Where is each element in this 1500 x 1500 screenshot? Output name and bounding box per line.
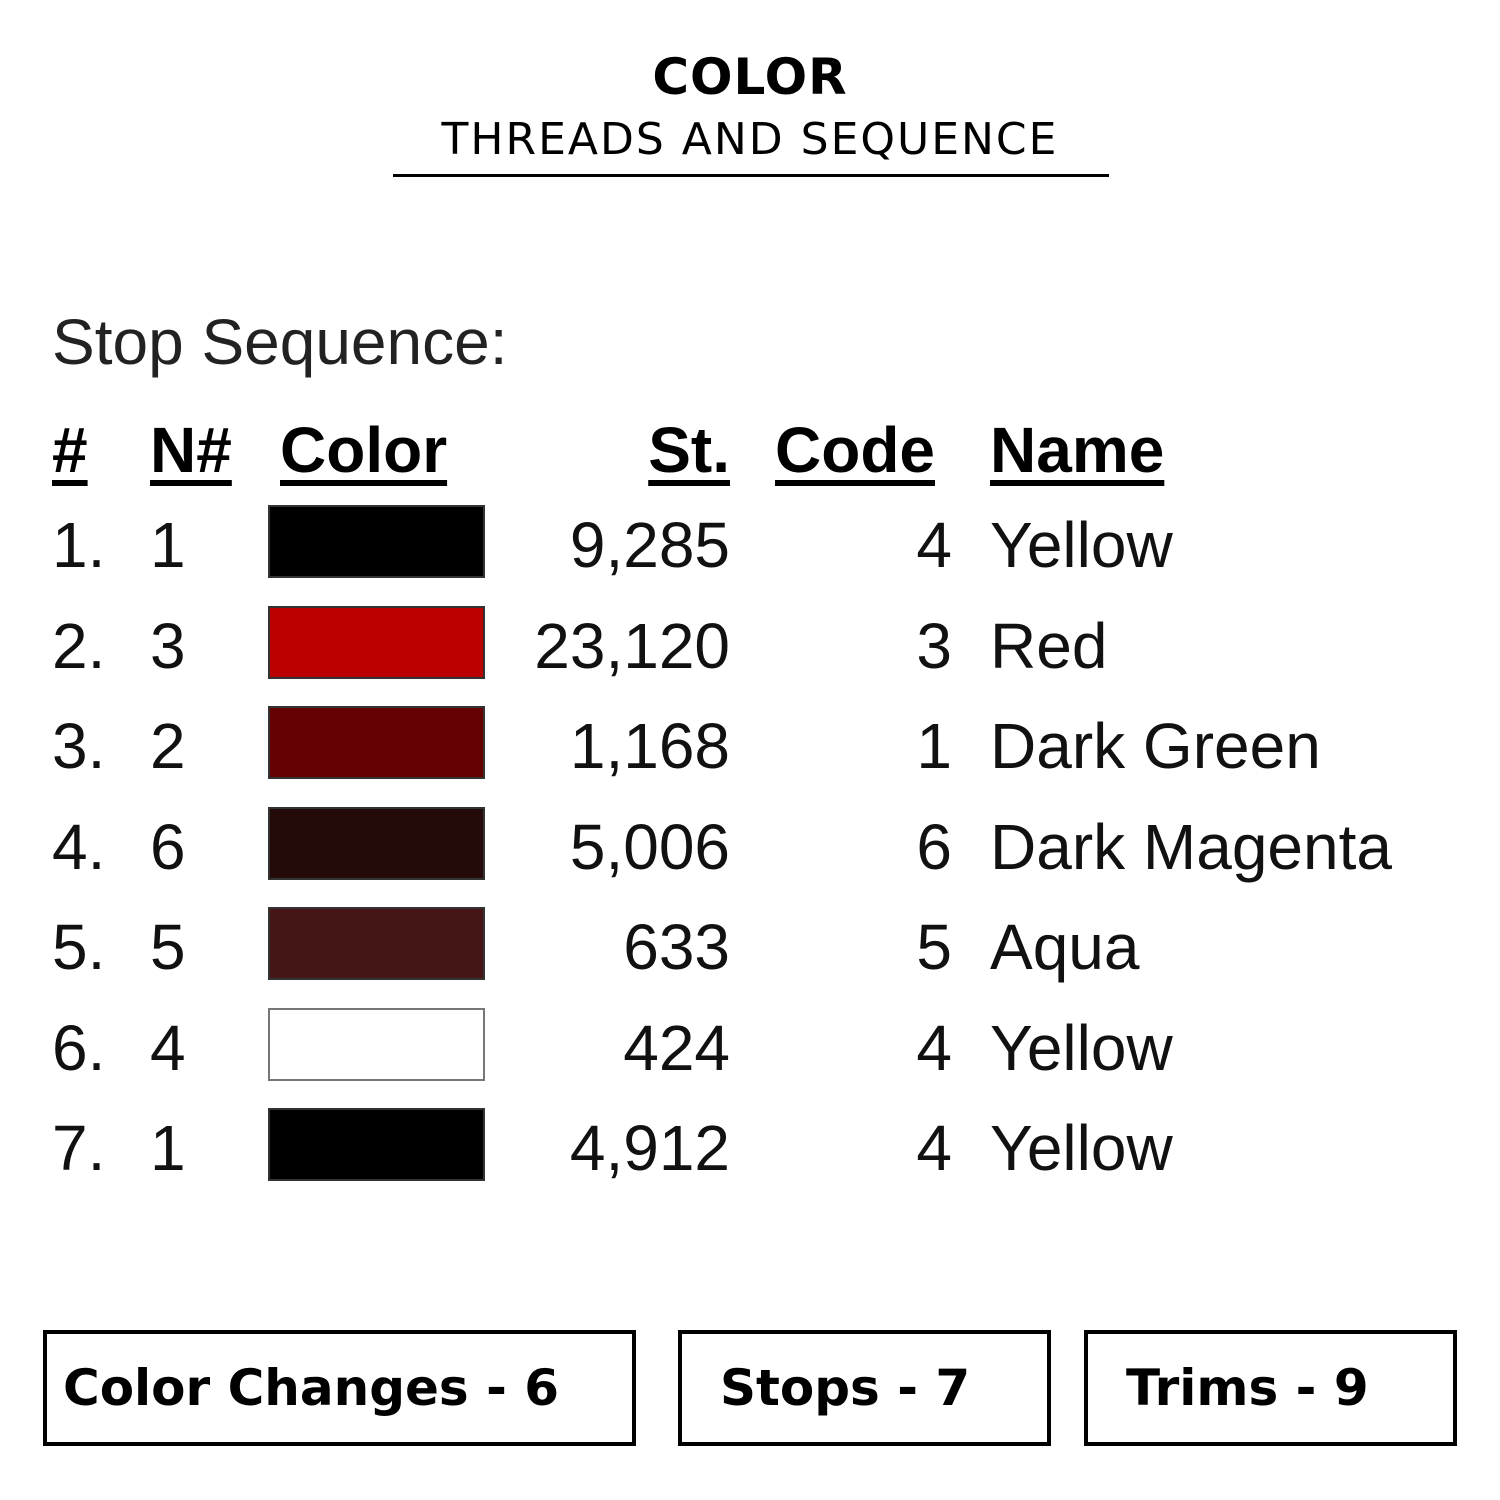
- color-code: 5: [916, 911, 952, 983]
- color-code: 4: [916, 509, 952, 581]
- stops-label: Stops - 7: [720, 1359, 971, 1417]
- table-row: 4. 6 5,006 6 Dark Magenta: [0, 797, 1500, 897]
- color-name: Yellow: [990, 1112, 1173, 1184]
- needle-number: 2: [150, 710, 186, 782]
- stops-box: Stops - 7: [678, 1330, 1051, 1446]
- column-header-stitches: St.: [648, 414, 730, 486]
- color-swatch: [268, 806, 485, 880]
- section-title: Stop Sequence:: [52, 306, 508, 378]
- color-name: Dark Green: [990, 710, 1321, 782]
- color-name: Yellow: [990, 1011, 1173, 1084]
- column-header-code: Code: [775, 414, 935, 486]
- table-row: 3. 2 1,168 1 Dark Green: [0, 696, 1500, 796]
- row-number: 7.: [52, 1112, 106, 1184]
- color-code: 4: [916, 1011, 952, 1084]
- color-name: Aqua: [990, 911, 1140, 983]
- color-code: 1: [916, 710, 952, 782]
- color-code: 6: [916, 810, 952, 883]
- color-changes-label: Color Changes - 6: [63, 1359, 560, 1417]
- color-changes-box: Color Changes - 6: [43, 1330, 636, 1446]
- column-header-needle: N#: [150, 414, 232, 486]
- stitch-count: 1,168: [569, 710, 730, 782]
- table-row: 5. 5 633 5 Aqua: [0, 897, 1500, 997]
- page-title: COLOR: [652, 48, 848, 106]
- color-swatch: [268, 505, 485, 578]
- row-number: 3.: [52, 710, 106, 782]
- page-subtitle: THREADS AND SEQUENCE: [441, 114, 1059, 165]
- stitch-count: 5,006: [569, 810, 730, 883]
- row-number: 6.: [52, 1011, 106, 1084]
- needle-number: 3: [150, 609, 186, 682]
- title-divider: [393, 174, 1109, 177]
- row-number: 1.: [52, 509, 106, 581]
- stitch-count: 424: [623, 1011, 730, 1084]
- color-code: 3: [916, 609, 952, 682]
- table-row: 1. 1 9,285 4 Yellow: [0, 495, 1500, 595]
- table-row: 7. 1 4,912 4 Yellow: [0, 1098, 1500, 1198]
- color-swatch: [268, 907, 485, 980]
- row-number: 4.: [52, 810, 106, 883]
- color-name: Dark Magenta: [990, 810, 1392, 883]
- needle-number: 5: [150, 911, 186, 983]
- color-code: 4: [916, 1112, 952, 1184]
- stitch-count: 633: [623, 911, 730, 983]
- needle-number: 1: [150, 1112, 186, 1184]
- row-number: 2.: [52, 609, 106, 682]
- stitch-count: 23,120: [534, 609, 730, 682]
- needle-number: 1: [150, 509, 186, 581]
- needle-number: 6: [150, 810, 186, 883]
- color-swatch: [268, 605, 485, 679]
- stitch-count: 4,912: [569, 1112, 730, 1184]
- trims-label: Trims - 9: [1126, 1359, 1369, 1417]
- color-swatch: [268, 1007, 485, 1081]
- needle-number: 4: [150, 1011, 186, 1084]
- table-row: 6. 4 424 4 Yellow: [0, 998, 1500, 1098]
- trims-box: Trims - 9: [1084, 1330, 1457, 1446]
- column-header-name: Name: [990, 414, 1165, 486]
- color-name: Red: [990, 609, 1108, 682]
- color-swatch: [268, 1108, 485, 1181]
- stitch-count: 9,285: [569, 509, 730, 581]
- color-swatch: [268, 706, 485, 779]
- color-name: Yellow: [990, 509, 1173, 581]
- table-row: 2. 3 23,120 3 Red: [0, 596, 1500, 696]
- column-header-number: #: [52, 414, 88, 486]
- column-header-color: Color: [280, 414, 448, 486]
- row-number: 5.: [52, 911, 106, 983]
